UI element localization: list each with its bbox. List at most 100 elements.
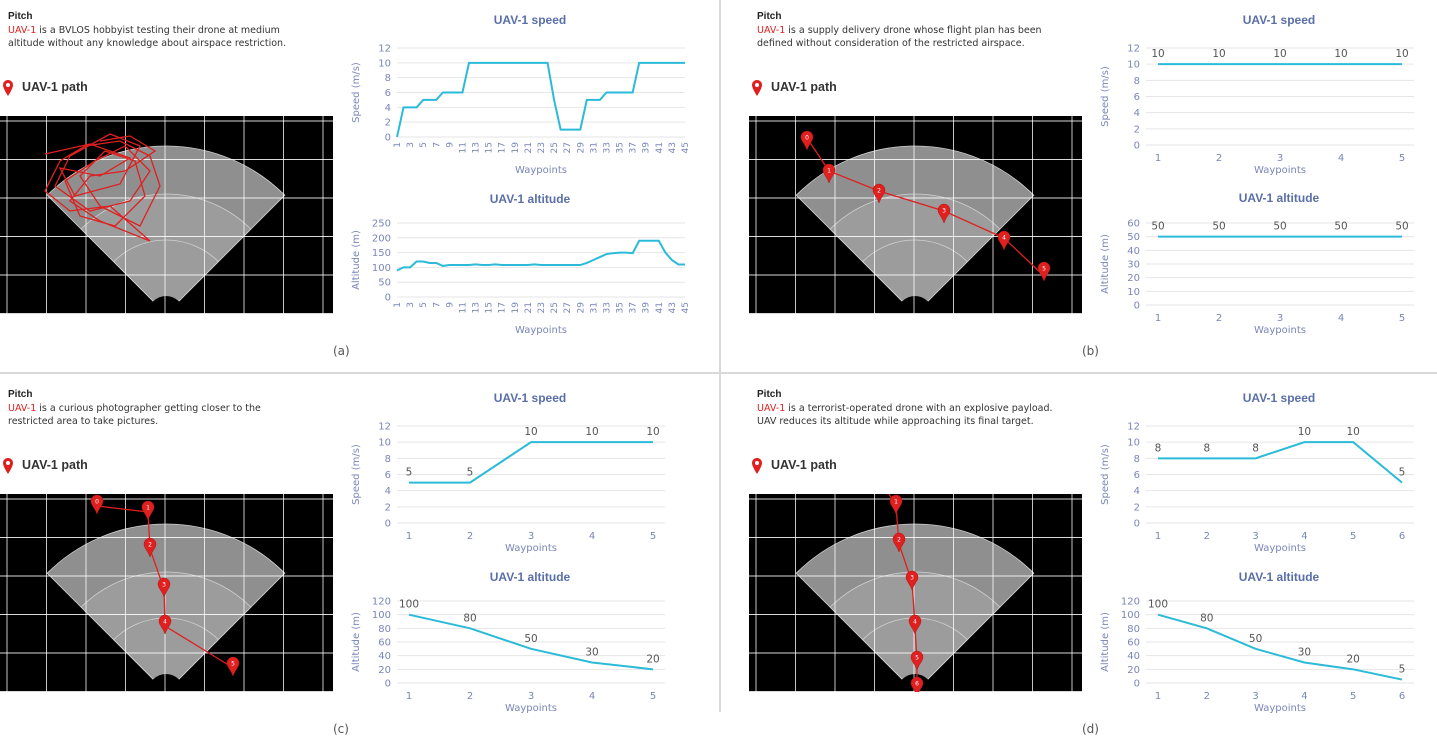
x-tick-label: 23 — [537, 142, 547, 153]
x-tick-label: 3 — [528, 531, 534, 542]
pitch-text: UAV-1 is a curious photographer getting … — [8, 403, 308, 428]
uav-name: UAV-1 — [8, 25, 37, 36]
data-label: 30 — [585, 647, 598, 659]
y-tick-label: 10 — [1127, 438, 1140, 449]
x-tick-label: 17 — [498, 302, 508, 313]
x-tick-label: 4 — [589, 691, 595, 702]
x-tick-label: 3 — [1277, 153, 1283, 164]
panel-caption: (b) — [1082, 344, 1099, 358]
chart-title: UAV-1 altitude — [489, 570, 571, 584]
series-line — [409, 441, 653, 484]
series-line — [1157, 613, 1403, 681]
x-tick-label: 3 — [1277, 313, 1283, 324]
x-axis-label: Waypoints — [1254, 543, 1306, 553]
x-tick-label: 41 — [655, 142, 665, 153]
panel-caption: (a) — [333, 344, 350, 358]
panel-caption: (d) — [1082, 722, 1099, 736]
data-label: 50 — [1151, 221, 1164, 233]
waypoint-label: 3 — [942, 208, 946, 215]
waypoint-markers: 0 1 2 3 4 5 — [90, 494, 240, 677]
y-tick-label: 12 — [378, 44, 391, 55]
x-tick-label: 27 — [563, 302, 573, 313]
waypoint-markers: 1 2 3 4 5 6 — [889, 494, 924, 692]
x-tick-label: 25 — [550, 302, 560, 313]
y-axis-label: Altitude (m) — [1100, 612, 1111, 672]
y-tick-label: 40 — [1127, 246, 1140, 257]
y-axis-label: Altitude (m) — [351, 230, 362, 290]
y-tick-label: 100 — [1121, 610, 1140, 621]
map-pin-icon — [3, 458, 13, 474]
y-tick-label: 50 — [1127, 232, 1140, 243]
flight-map: 0 1 2 3 4 5 — [749, 116, 1082, 314]
x-tick-label: 5 — [419, 302, 429, 308]
y-axis-label: Speed (m/s) — [1100, 444, 1111, 505]
map-pin-icon — [752, 80, 762, 96]
pitch-title: Pitch — [8, 11, 33, 22]
flight-map — [0, 116, 333, 314]
x-tick-label: 4 — [1338, 153, 1344, 164]
data-label: 50 — [1273, 221, 1286, 233]
map-grid — [0, 494, 333, 692]
x-tick-label: 7 — [432, 302, 442, 308]
waypoint-marker: 1 — [889, 494, 903, 515]
x-tick-label: 1 — [1155, 313, 1161, 324]
y-tick-label: 40 — [378, 651, 391, 662]
x-tick-label: 31 — [589, 302, 599, 313]
data-label: 80 — [1200, 612, 1213, 624]
x-tick-label: 35 — [616, 142, 626, 153]
chart-title: UAV-1 altitude — [1238, 570, 1320, 584]
panel-d: Pitch UAV-1 is a terrorist-operated dron… — [749, 378, 1437, 750]
restricted-zone — [46, 523, 286, 692]
waypoint-label: 4 — [163, 619, 167, 626]
waypoint-label: 4 — [1002, 235, 1006, 242]
x-tick-label: 1 — [393, 142, 403, 148]
x-tick-label: 39 — [642, 302, 652, 314]
waypoint-label: 2 — [148, 542, 152, 549]
pitch-description: is a supply delivery drone whose flight … — [757, 25, 1042, 49]
y-tick-label: 20 — [1127, 273, 1140, 284]
x-tick-label: 5 — [1399, 313, 1405, 324]
chart-b-altitude: 0 10 20 30 40 50 60 1 2 3 4 5 Waypoints Altitude (m) 5… — [1100, 219, 1414, 335]
x-axis-label: Waypoints — [505, 703, 557, 713]
waypoint-label: 5 — [231, 661, 235, 668]
x-tick-label: 7 — [432, 142, 442, 148]
waypoint-label: 3 — [162, 582, 166, 589]
chart-title: UAV-1 speed — [493, 391, 567, 405]
series-line — [396, 61, 685, 138]
y-tick-label: 8 — [385, 73, 391, 84]
y-tick-label: 12 — [378, 422, 391, 433]
pitch-description: is a terrorist-operated drone with an ex… — [757, 403, 1053, 427]
x-axis-label: Waypoints — [505, 543, 557, 553]
x-tick-label: 33 — [602, 142, 612, 153]
waypoint-marker: 2 — [143, 537, 157, 558]
radar-origin — [148, 296, 184, 314]
x-tick-label: 3 — [1252, 531, 1258, 542]
x-tick-label: 5 — [419, 142, 429, 148]
y-tick-label: 6 — [1134, 470, 1140, 481]
waypoint-label: 0 — [805, 135, 809, 142]
y-tick-label: 8 — [1134, 76, 1140, 87]
chart-title: UAV-1 altitude — [489, 192, 571, 206]
flight-map: 0 1 2 3 4 5 — [0, 494, 333, 692]
x-tick-label: 11 — [458, 302, 468, 313]
y-tick-label: 0 — [385, 133, 391, 144]
waypoint-label: 2 — [877, 188, 881, 195]
radar-origin — [897, 296, 933, 314]
y-tick-label: 10 — [378, 438, 391, 449]
chart-c-altitude: 0 20 40 60 80 100 120 1 2 3 4 5 Waypoints Altitude (m… — [351, 597, 665, 713]
x-axis-label: Waypoints — [1254, 165, 1306, 175]
x-tick-label: 15 — [485, 142, 495, 153]
y-tick-label: 0 — [1134, 519, 1140, 530]
data-label: 5 — [1399, 467, 1406, 479]
x-tick-label: 33 — [602, 302, 612, 313]
uav-name: UAV-1 — [757, 403, 786, 414]
waypoint-marker: 0 — [90, 494, 104, 515]
y-tick-label: 2 — [385, 118, 391, 129]
data-label: 20 — [1347, 653, 1360, 665]
waypoint-label: 0 — [95, 499, 99, 506]
y-tick-label: 10 — [378, 58, 391, 69]
y-tick-label: 0 — [385, 293, 391, 304]
data-label: 20 — [646, 653, 659, 665]
